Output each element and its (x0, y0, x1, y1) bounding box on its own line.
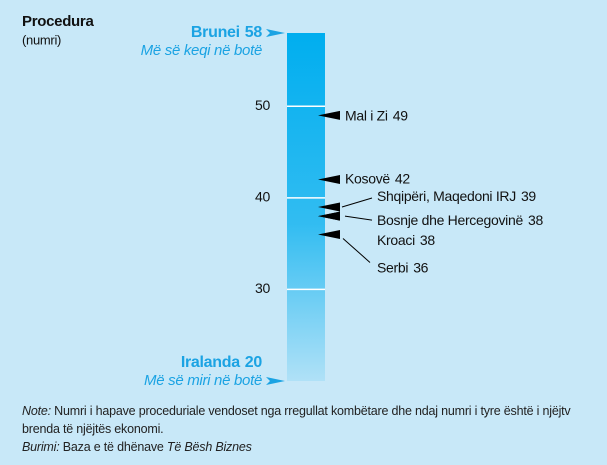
extreme-value: 20 (245, 354, 263, 371)
marker-name: Shqipëri, Maqedoni IRJ (377, 188, 516, 204)
extreme-note: Më së keqi në botë (141, 42, 262, 59)
extreme-name: Iralanda (181, 354, 240, 371)
marker-arrow (318, 229, 340, 239)
marker-label: Mal i Zi 49 (345, 107, 408, 123)
note-label: Note: (22, 404, 51, 418)
marker-label: Kosovë 42 (345, 170, 410, 186)
extreme-name: Brunei (191, 24, 240, 41)
source-italic: Të Bësh Biznes (166, 440, 252, 454)
marker-value: 39 (521, 188, 536, 204)
marker-arrow (318, 110, 340, 120)
extreme-label: Brunei 58 (191, 24, 262, 41)
marker-value: 49 (393, 107, 408, 123)
marker-value: 38 (420, 232, 435, 248)
marker-label: Bosnje dhe Hercegovinë 38 (377, 212, 543, 228)
marker-value: 38 (528, 212, 543, 228)
extreme-note: Më së miri në botë (144, 372, 262, 389)
extreme-arrow (266, 29, 285, 37)
marker-name: Bosnje dhe Hercegovinë (377, 212, 523, 228)
marker-arrow (318, 202, 340, 212)
source-label: Burimi: (22, 440, 60, 454)
chart-subtitle: (numri) (22, 32, 61, 47)
leader-line (344, 215, 373, 221)
marker-arrow (318, 211, 340, 221)
marker-label: Kroaci 38 (377, 232, 435, 248)
marker-value: 36 (413, 259, 428, 275)
marker-label: Serbi 36 (377, 259, 429, 275)
extreme-label: Iralanda 20 (181, 354, 263, 371)
marker-name: Mal i Zi (345, 107, 388, 123)
extreme-arrow (266, 377, 285, 385)
chart-title: Procedura (22, 13, 94, 30)
marker-value: 42 (395, 170, 410, 186)
note-text: Numri i hapave proceduriale vendoset nga… (22, 404, 571, 436)
extreme-value: 58 (245, 24, 263, 41)
leader-line (342, 238, 371, 263)
marker-arrow (318, 175, 340, 185)
notes: Note: Numri i hapave proceduriale vendos… (22, 402, 597, 456)
y-tick-label: 30 (255, 280, 270, 296)
marker-label: Shqipëri, Maqedoni IRJ 39 (377, 188, 536, 204)
source-text: Baza e të dhënave (62, 440, 164, 454)
marker-name: Kosovë (345, 170, 390, 186)
source: Burimi: Baza e të dhënave Të Bësh Biznes (22, 438, 597, 456)
marker-name: Kroaci (377, 232, 415, 248)
leader-line (341, 197, 373, 208)
y-tick-label: 50 (255, 97, 270, 113)
y-tick-label: 40 (255, 189, 270, 205)
note: Note: Numri i hapave proceduriale vendos… (22, 402, 597, 438)
marker-name: Serbi (377, 259, 408, 275)
